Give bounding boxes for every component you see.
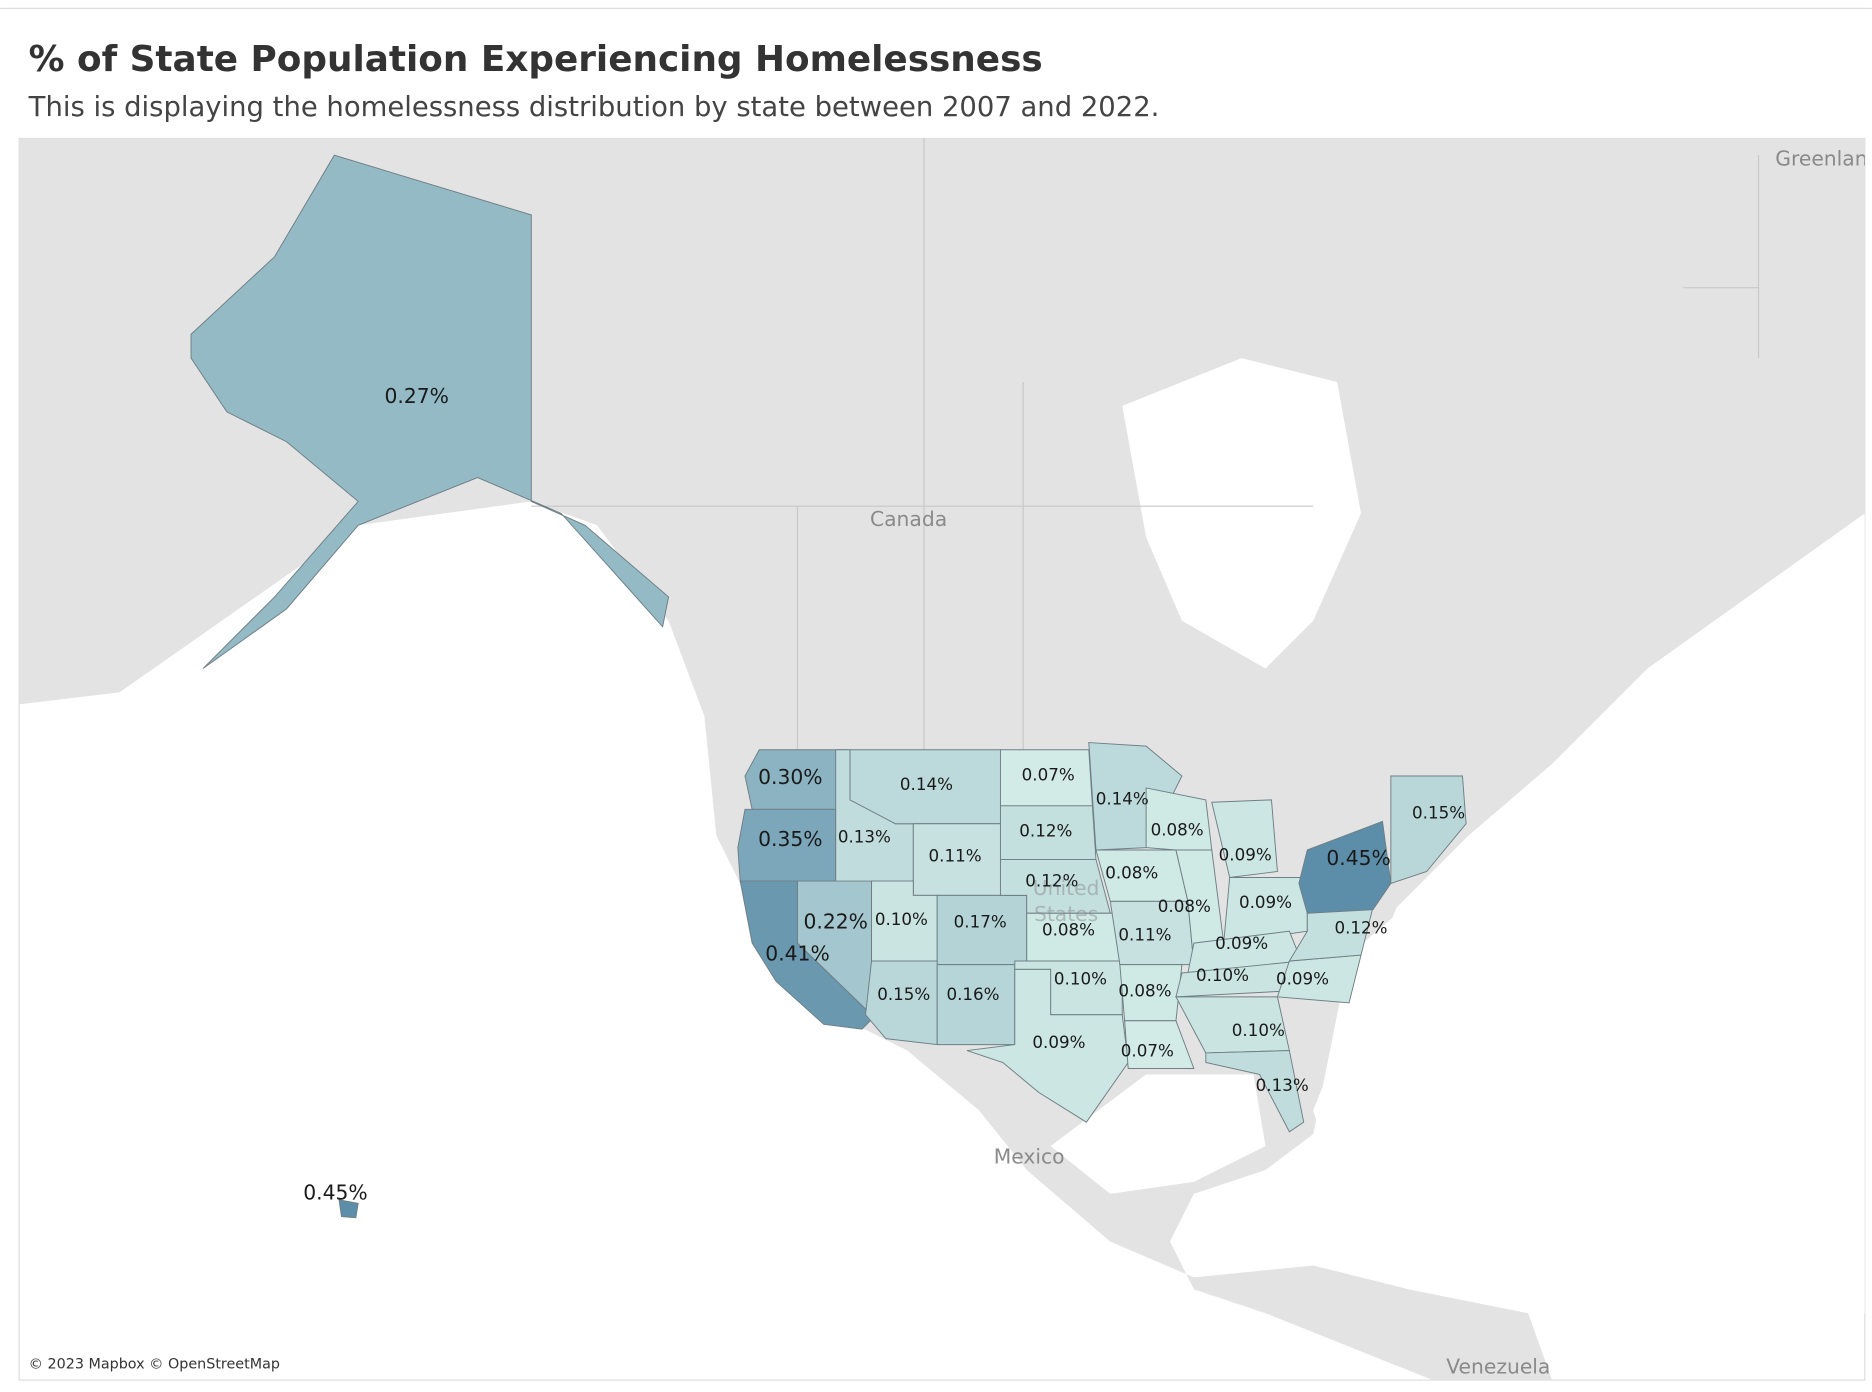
value-label: 0.08% — [1151, 819, 1204, 839]
value-label: 0.07% — [1022, 764, 1075, 784]
value-label: 0.22% — [803, 909, 867, 933]
value-label: 0.08% — [1042, 920, 1095, 940]
greenland — [1599, 138, 1865, 502]
value-label: 0.41% — [765, 942, 829, 966]
value-label: 0.08% — [1158, 896, 1211, 916]
value-label: 0.27% — [384, 384, 448, 408]
value-label: 0.07% — [1121, 1040, 1174, 1060]
region — [966, 968, 1129, 1123]
value-label: 0.15% — [877, 984, 930, 1004]
value-label: 0.13% — [838, 827, 891, 847]
value-label: 0.16% — [946, 984, 999, 1004]
value-label: 0.10% — [1196, 965, 1249, 985]
region — [1298, 820, 1392, 914]
place-label: Venezuela — [1446, 1355, 1550, 1379]
gulf — [1050, 1074, 1266, 1194]
place-label: Canada — [870, 507, 947, 531]
value-label: 0.09% — [1239, 892, 1292, 912]
value-label: 0.09% — [1219, 844, 1272, 864]
atlantic — [1313, 513, 1865, 1314]
value-label: 0.13% — [1256, 1075, 1309, 1095]
region — [936, 964, 1016, 1046]
value-label: 0.45% — [1326, 846, 1390, 870]
value-label: 0.35% — [758, 827, 822, 851]
region — [1211, 799, 1278, 878]
subtitle: This is displaying the homelessness dist… — [28, 92, 1160, 123]
region — [338, 1199, 359, 1219]
place-label: States — [1034, 902, 1098, 926]
region — [1205, 1050, 1305, 1133]
value-label: 0.10% — [875, 909, 928, 929]
value-label: 0.11% — [929, 846, 982, 866]
value-label: 0.15% — [1412, 803, 1465, 823]
basemap: Canada Mexico Greenland Venezuela UnitedStat… — [19, 138, 1872, 1381]
value-label: 0.17% — [954, 911, 1007, 931]
region — [865, 960, 938, 1046]
value-label: 0.12% — [1019, 821, 1072, 841]
title: % of State Population Experiencing Homel… — [29, 39, 1043, 80]
region — [1124, 1020, 1195, 1069]
place-label: Mexico — [994, 1145, 1065, 1169]
value-labels: 0.27% 0.30% 0.35% 0.41% 0.22% 0.13% 0.14% 0.11%… — [303, 384, 1465, 1204]
borders — [531, 138, 1760, 750]
value-label: 0.09% — [1032, 1032, 1085, 1052]
value-label: 0.09% — [1276, 969, 1329, 989]
place-labels: Canada Mexico Greenland Venezuela UnitedStat… — [870, 146, 1872, 1379]
region — [190, 154, 670, 669]
value-label: 0.08% — [1105, 862, 1158, 882]
value-label: 0.14% — [1096, 788, 1149, 808]
value-label: 0.30% — [758, 765, 822, 789]
value-label: 0.10% — [1232, 1020, 1285, 1040]
value-label: 0.10% — [1054, 969, 1107, 989]
value-label: 0.09% — [1215, 933, 1268, 953]
value-label: 0.11% — [1118, 924, 1171, 944]
value-label: 0.14% — [900, 774, 953, 794]
value-label: 0.45% — [303, 1180, 367, 1204]
region — [1390, 775, 1467, 885]
attribution: © 2023 Mapbox © OpenStreetMap — [29, 1357, 280, 1373]
value-label: 0.12% — [1334, 917, 1387, 937]
value-label: 0.08% — [1118, 981, 1171, 1001]
place-label: United — [1033, 876, 1100, 900]
hudson-bay — [1122, 358, 1362, 669]
place-label: Greenland — [1775, 146, 1872, 170]
value-label: 0.12% — [1025, 871, 1078, 891]
regions — [190, 154, 1467, 1219]
